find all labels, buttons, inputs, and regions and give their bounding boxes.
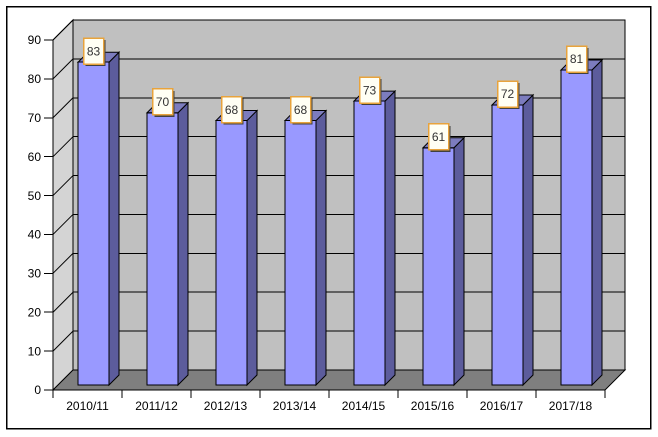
category-label: 2017/18 <box>549 399 593 413</box>
bar-side-face <box>453 136 465 387</box>
y-axis-label: 0 <box>34 383 41 397</box>
category-label: 2011/12 <box>135 399 178 413</box>
gridline-side <box>52 252 74 274</box>
bar-front-face <box>422 147 455 386</box>
gridline-side <box>52 58 74 80</box>
category-label: 2013/14 <box>273 399 317 413</box>
gridline-side <box>52 214 74 235</box>
value-label-box <box>496 80 519 108</box>
bar-side-face <box>108 51 120 387</box>
y-axis-label: 50 <box>28 189 42 203</box>
chart-border <box>5 5 652 430</box>
value-label-box <box>151 88 174 116</box>
y-axis-label: 60 <box>28 150 42 164</box>
y-axis-label: 20 <box>28 305 42 319</box>
y-axis-label: 90 <box>28 33 42 47</box>
category-label: 2014/15 <box>342 399 386 413</box>
bar-front-face <box>353 100 386 386</box>
bar-side-face <box>246 109 258 387</box>
bar-front-face <box>491 104 524 386</box>
value-label: 68 <box>294 103 308 117</box>
category-label: 2015/16 <box>411 399 455 413</box>
gridline-side <box>52 175 74 196</box>
bar-side-face <box>384 89 396 387</box>
bar-front-face <box>77 61 110 386</box>
value-label-box <box>220 95 243 124</box>
bar-front-face <box>284 120 317 386</box>
value-label: 83 <box>87 44 101 58</box>
y-axis-label: 10 <box>28 344 42 358</box>
bar-side-face <box>591 58 603 387</box>
bar-side-face <box>315 109 327 387</box>
y-axis-label: 70 <box>28 111 42 125</box>
gridline-side <box>52 97 74 119</box>
bar-front-face <box>146 112 179 386</box>
y-axis-label: 80 <box>28 72 42 86</box>
bar-side-face <box>522 93 534 387</box>
bar-side-face <box>177 101 189 387</box>
value-label: 81 <box>570 52 584 66</box>
gridline-side <box>52 330 74 352</box>
value-label-box <box>427 123 450 151</box>
gridline-side <box>52 291 74 313</box>
gridline-side <box>52 136 74 158</box>
bar-front-face <box>560 69 593 386</box>
value-label: 61 <box>432 130 446 144</box>
category-label: 2012/13 <box>204 399 248 413</box>
gridline-side <box>52 19 74 41</box>
value-label-box <box>565 45 588 73</box>
value-label: 68 <box>225 103 239 117</box>
category-label: 2016/17 <box>480 399 524 413</box>
value-label-box <box>82 37 105 65</box>
category-label: 2010/11 <box>66 399 109 413</box>
value-label: 72 <box>501 87 515 101</box>
y-axis-label: 30 <box>28 267 42 281</box>
bar-front-face <box>215 120 248 386</box>
y-axis-label: 40 <box>28 228 42 242</box>
floor <box>51 369 627 391</box>
value-label-box <box>289 95 312 124</box>
value-label: 70 <box>156 95 170 109</box>
value-label: 73 <box>363 83 377 97</box>
value-label-box <box>358 76 381 104</box>
